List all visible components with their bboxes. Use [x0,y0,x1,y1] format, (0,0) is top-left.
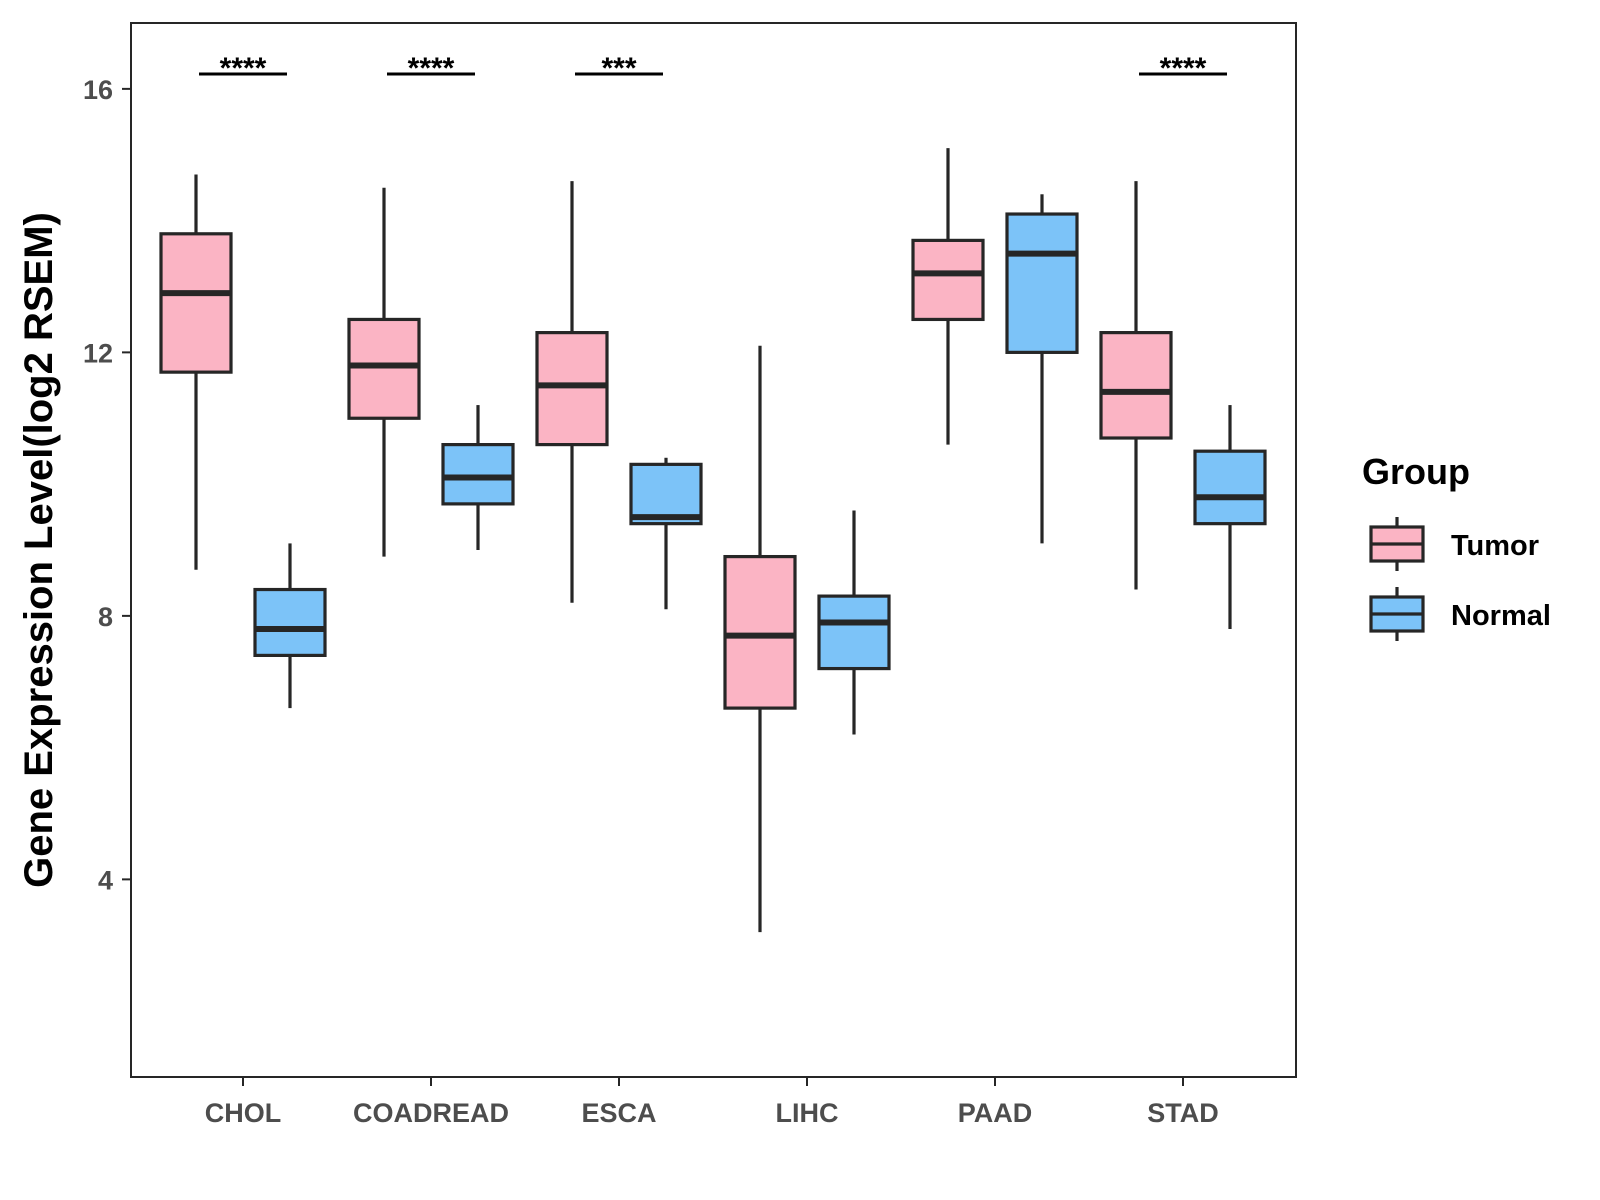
box-normal-stad [1193,405,1267,630]
box-iqr [1099,331,1173,440]
x-tick-label-paad: PAAD [958,1098,1033,1128]
box-iqr [723,554,797,710]
legend-title: Group [1362,451,1470,492]
plot-layer: **** **** *** **** [159,52,1267,933]
x-tick-label-coadread: COADREAD [353,1098,509,1128]
plot-panel-border [130,22,1297,1078]
x-tick-label-stad: STAD [1147,1098,1219,1128]
y-axis-title: Gene Expression Level(log2 RSEM) [17,212,61,888]
x-tick-label-chol: CHOL [205,1098,282,1128]
y-tick-label: 16 [83,75,113,105]
box-iqr [535,331,609,447]
significance-label: **** [408,52,455,85]
box-iqr [253,587,327,658]
axis-layer: 4 8 12 16 CHOL COADREAD ESCA LIHC PAAD STAD [83,75,1219,1128]
significance-chol: **** [199,52,287,85]
legend-label: Normal [1451,600,1551,632]
box-iqr [817,594,891,671]
x-tick-label-lihc: LIHC [776,1098,839,1128]
box-normal-lihc [817,510,891,735]
significance-label: **** [220,52,267,85]
significance-stad: **** [1139,52,1227,85]
box-iqr [911,238,985,322]
box-iqr [347,317,421,420]
box-iqr [1193,449,1267,526]
legend: Group Tumor Normal [1362,451,1551,641]
significance-label: **** [1160,52,1207,85]
legend-label: Tumor [1451,530,1539,562]
box-tumor-stad [1099,181,1173,590]
box-tumor-paad [911,148,985,445]
box-iqr [1005,212,1079,354]
legend-item-tumor: Tumor [1369,517,1539,571]
box-normal-chol [253,543,327,709]
significance-coadread: **** [387,52,475,85]
legend-item-normal: Normal [1369,587,1551,641]
box-tumor-lihc [723,345,797,933]
legend-key [1369,517,1425,571]
significance-label: *** [601,52,636,85]
x-tick-label-esca: ESCA [581,1098,656,1128]
box-normal-esca [629,457,703,610]
box-normal-coadread [441,405,515,550]
box-iqr [159,232,233,374]
box-tumor-coadread [347,187,421,557]
box-tumor-esca [535,181,609,603]
y-tick-label: 4 [98,865,113,895]
y-tick-label: 12 [83,338,113,368]
y-tick-label: 8 [98,602,113,632]
legend-key [1369,587,1425,641]
box-tumor-chol [159,174,233,570]
box-iqr [441,443,515,506]
significance-esca: *** [575,52,663,85]
box-normal-paad [1005,194,1079,544]
box-iqr [629,462,703,526]
